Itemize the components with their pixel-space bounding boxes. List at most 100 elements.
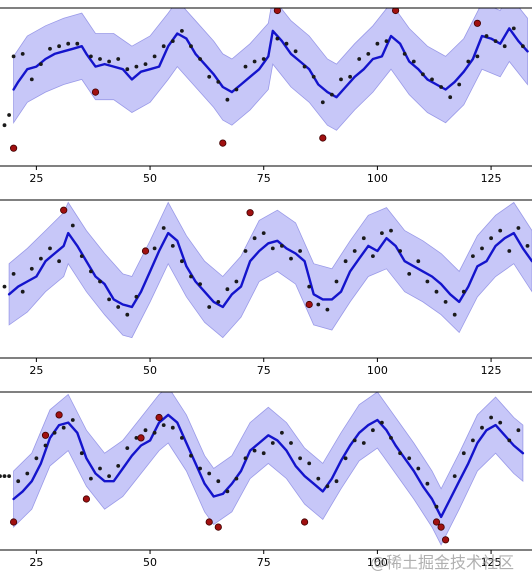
observation-point (380, 231, 384, 236)
observation-point (189, 44, 193, 49)
observation-point (39, 62, 43, 66)
observation-point (48, 246, 52, 251)
observation-point (389, 228, 393, 233)
outlier-point (246, 209, 254, 217)
observation-point (61, 425, 66, 430)
observation-point (34, 456, 39, 461)
observation-point (480, 425, 484, 430)
observation-point (107, 474, 111, 478)
observation-point (334, 479, 339, 484)
observation-point (261, 231, 266, 236)
observation-point (161, 226, 166, 230)
observation-point (352, 438, 357, 443)
outlier-point (55, 411, 63, 419)
observation-point (225, 489, 230, 494)
observation-point (498, 420, 503, 425)
subplot-2: 25 50 75 100 125 (0, 199, 532, 377)
observation-point (411, 59, 416, 64)
observation-point (498, 228, 503, 233)
observation-point (261, 451, 266, 456)
observation-point (339, 77, 343, 82)
observation-point (198, 57, 203, 61)
observation-point (316, 302, 321, 307)
observation-point (371, 254, 375, 258)
observation-point (57, 44, 61, 49)
observation-point (489, 415, 493, 420)
observation-point (216, 300, 221, 304)
observation-point (16, 479, 21, 484)
observation-point (375, 41, 380, 46)
observation-point (70, 418, 75, 422)
observation-point (471, 254, 475, 258)
observation-point (348, 74, 352, 79)
observation-point (98, 466, 102, 471)
observation-point (170, 425, 175, 430)
observation-point (89, 269, 93, 274)
observation-point (402, 52, 407, 56)
outlier-point (155, 413, 163, 422)
observation-point (207, 471, 212, 476)
observation-point (89, 54, 93, 59)
observation-point (116, 464, 121, 468)
observation-point (443, 300, 448, 304)
x-tick-label: 100 (367, 172, 388, 185)
observation-point (116, 305, 121, 309)
observation-point (307, 461, 312, 466)
x-tick-label: 25 (29, 364, 43, 377)
observation-point (261, 57, 266, 61)
observation-point (461, 289, 466, 294)
observation-point (198, 466, 203, 471)
observation-point (79, 451, 84, 456)
subplot-1: 25 50 75 100 125 (0, 7, 532, 185)
outlier-point (300, 518, 309, 526)
observation-point (134, 436, 139, 440)
observation-point (280, 430, 284, 435)
observation-point (475, 54, 480, 59)
observation-point (134, 294, 139, 299)
observation-point (516, 226, 521, 230)
observation-point (75, 41, 80, 46)
observation-point (425, 279, 430, 284)
observation-point (330, 92, 334, 97)
observation-point (29, 266, 34, 271)
observation-point (89, 476, 93, 481)
observation-point (20, 52, 25, 56)
observation-point (152, 430, 157, 435)
observation-point (189, 453, 193, 458)
observation-point (352, 249, 357, 253)
observation-point (452, 474, 457, 478)
observation-point (325, 484, 330, 489)
observation-point (66, 41, 71, 46)
x-tick-label: 75 (257, 556, 271, 569)
observation-point (225, 97, 230, 102)
observation-point (316, 476, 321, 481)
observation-point (461, 451, 466, 456)
observation-point (407, 456, 412, 461)
x-tick-label: 50 (143, 172, 157, 185)
observation-point (371, 428, 375, 433)
observation-point (2, 284, 7, 289)
outlier-point (392, 8, 400, 15)
x-tick-label: 75 (257, 364, 271, 377)
confidence-band (13, 8, 528, 131)
observation-point (43, 443, 48, 448)
observation-point (39, 256, 43, 261)
observation-point (79, 254, 84, 258)
observation-point (466, 59, 471, 64)
observation-point (143, 428, 148, 433)
x-tick-label: 25 (29, 556, 43, 569)
observation-point (161, 44, 166, 49)
plot-area (0, 392, 525, 546)
observation-point (416, 259, 421, 264)
x-tick-label: 50 (143, 556, 157, 569)
outlier-point (305, 300, 313, 309)
observation-point (380, 420, 384, 425)
outlier-point (437, 523, 445, 531)
observation-point (243, 249, 248, 253)
observation-point (125, 446, 130, 450)
observation-point (289, 256, 293, 261)
outlier-point (473, 19, 481, 27)
observation-point (189, 274, 193, 279)
observation-point (343, 456, 348, 461)
